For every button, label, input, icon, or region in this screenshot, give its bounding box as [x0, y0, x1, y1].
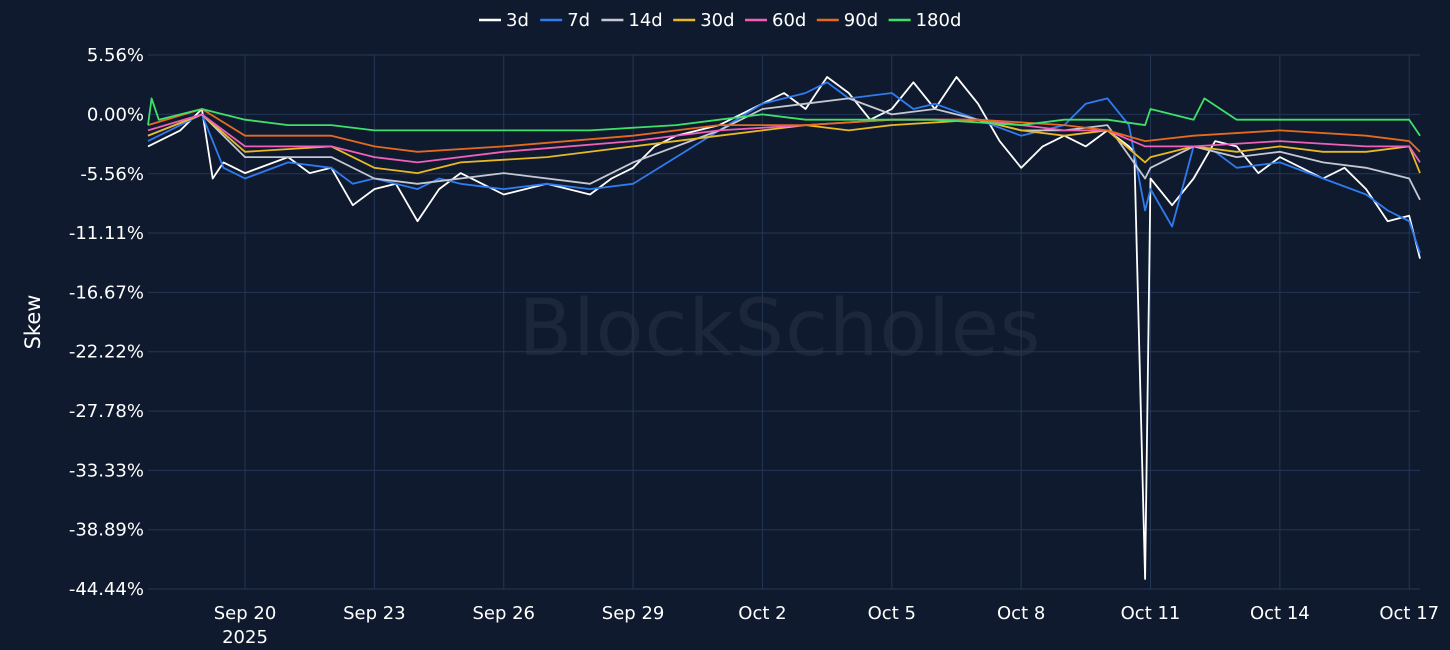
legend-label: 90d — [844, 10, 878, 31]
legend-item-3d[interactable]: 3d — [479, 10, 529, 31]
legend-label: 14d — [628, 10, 662, 31]
x-axis-ticks: Sep 20 Sep 23 Sep 26 Sep 29 Oct 2 Oct 5 Oct 8 O… — [214, 603, 1439, 648]
y-tick-label: 5.56% — [87, 45, 144, 66]
y-tick-label: -33.33% — [69, 460, 144, 481]
legend-item-180d[interactable]: 180d — [888, 10, 962, 31]
legend-label: 3d — [506, 10, 529, 31]
x-tick-label: Oct 17 — [1379, 603, 1439, 624]
watermark-text: BlockScholes — [519, 284, 1042, 374]
y-tick-label: -5.56% — [80, 164, 144, 185]
x-tick-label: Sep 23 — [343, 603, 406, 624]
x-tick-year-label: 2025 — [222, 627, 268, 648]
series-line-14d — [147, 97, 1421, 201]
y-axis-label: Skew — [21, 295, 45, 350]
x-tick-label: Sep 26 — [472, 603, 535, 624]
series-line-3d — [147, 76, 1421, 580]
x-tick-label: Oct 8 — [997, 603, 1045, 624]
legend-label: 30d — [700, 10, 734, 31]
x-tick-label: Oct 5 — [868, 603, 916, 624]
legend-item-60d[interactable]: 60d — [745, 10, 806, 31]
legend-label: 180d — [916, 10, 962, 31]
x-tick-label: Oct 2 — [738, 603, 786, 624]
y-tick-label: 0.00% — [87, 104, 144, 125]
x-tick-label: Sep 29 — [602, 603, 665, 624]
x-tick-label: Sep 20 — [214, 603, 277, 624]
y-axis-ticks: 5.56% 0.00% -5.56% -11.11% -16.67% -22.22% -27… — [69, 45, 144, 600]
y-tick-label: -16.67% — [69, 282, 144, 303]
legend-item-14d[interactable]: 14d — [601, 10, 663, 31]
legend: 3d 7d 14d 30d 60d 90d 180d — [479, 10, 961, 31]
legend-item-30d[interactable]: 30d — [673, 10, 735, 31]
series-line-180d — [147, 97, 1421, 137]
series-line-90d — [147, 108, 1421, 153]
grid — [148, 54, 1420, 590]
y-tick-label: -27.78% — [69, 401, 144, 422]
y-tick-label: -22.22% — [69, 342, 144, 363]
legend-label: 60d — [772, 10, 806, 31]
legend-label: 7d — [567, 10, 590, 31]
x-tick-label: Oct 11 — [1121, 603, 1181, 624]
series-lines — [147, 76, 1421, 580]
legend-item-7d[interactable]: 7d — [540, 10, 590, 31]
y-tick-label: -11.11% — [69, 223, 144, 244]
y-tick-label: -38.89% — [69, 520, 144, 541]
legend-item-90d[interactable]: 90d — [816, 10, 878, 31]
x-tick-label: Oct 14 — [1250, 603, 1310, 624]
series-line-30d — [147, 113, 1421, 175]
y-tick-label: -44.44% — [69, 579, 144, 600]
